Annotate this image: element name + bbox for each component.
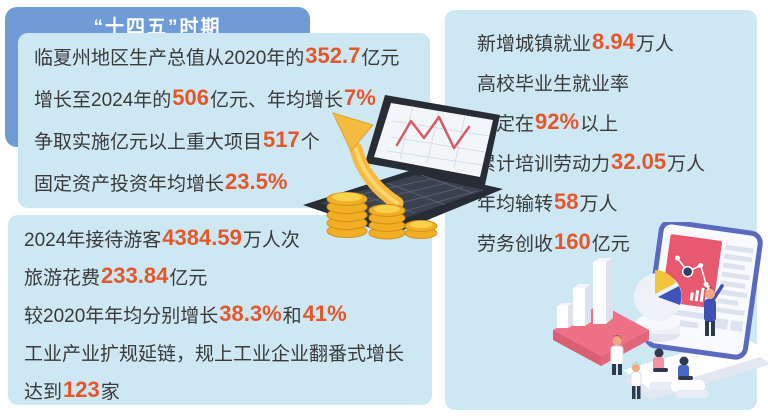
stat-line-visitors: 2024年接待游客 4384.59 万人次 (24, 225, 300, 251)
gold-coins-icon (326, 192, 438, 240)
team-dashboard-illustration (553, 222, 768, 400)
stat-line-labor-income: 劳务创收 160 亿元 (477, 229, 630, 255)
growth-arrow-icon (332, 112, 404, 210)
stat-line-urban-jobs: 新增城镇就业 8.94 万人 (477, 29, 674, 55)
sitting-man-figure-icon (671, 356, 709, 398)
stat-line-enterprise-count: 达到 123 家 (24, 377, 120, 403)
stat-line-fixed-investment: 固定资产投资年均增长 23.5% (34, 169, 288, 195)
standing-person-figure-icon (630, 362, 642, 399)
stat-line-tourism-spend: 旅游花费 233.84 亿元 (24, 263, 208, 289)
laptop-coins-growth-illustration (303, 95, 503, 240)
white-coat-figure-icon (610, 334, 624, 375)
stat-line-graduate-rate-title: 高校毕业生就业率 (477, 73, 630, 95)
period-tab-label: “十四五”时期 (93, 17, 222, 38)
stat-line-growth-rates: 较2020年年均分别增长 38.3% 和 41% (24, 301, 347, 327)
stat-line-graduate-rate: 稳定在 92% 以上 (477, 109, 619, 135)
stat-line-major-projects: 争取实施亿元以上重大项目 517 个 (34, 127, 320, 153)
stat-line-training: 累计培训劳动力 32.05 万人 (477, 149, 706, 175)
stat-line-labor-transfer: 年均输转 58 万人 (477, 189, 618, 215)
presenter-figure-icon (704, 284, 724, 336)
stat-line-gdp-2020: 临夏州地区生产总值从2020年的 352.7 亿元 (34, 43, 400, 69)
stat-line-industry-chain: 工业产业扩规延链，规上工业企业翻番式增长 (24, 343, 405, 365)
tourism-industry-card: 2024年接待游客 4384.59 万人次 旅游花费 233.84 亿元 较2020年年… (8, 215, 432, 405)
gdp-stats-card: 临夏州地区生产总值从2020年的 352.7 亿元 增长至2024年的 506 亿元、年… (18, 33, 430, 208)
bar-columns-icon (553, 258, 649, 366)
stat-line-gdp-2024: 增长至2024年的 506 亿元、年均增长 7% (34, 85, 376, 111)
laptop-screen-icon (365, 95, 500, 185)
people-figures-icon (610, 284, 724, 399)
